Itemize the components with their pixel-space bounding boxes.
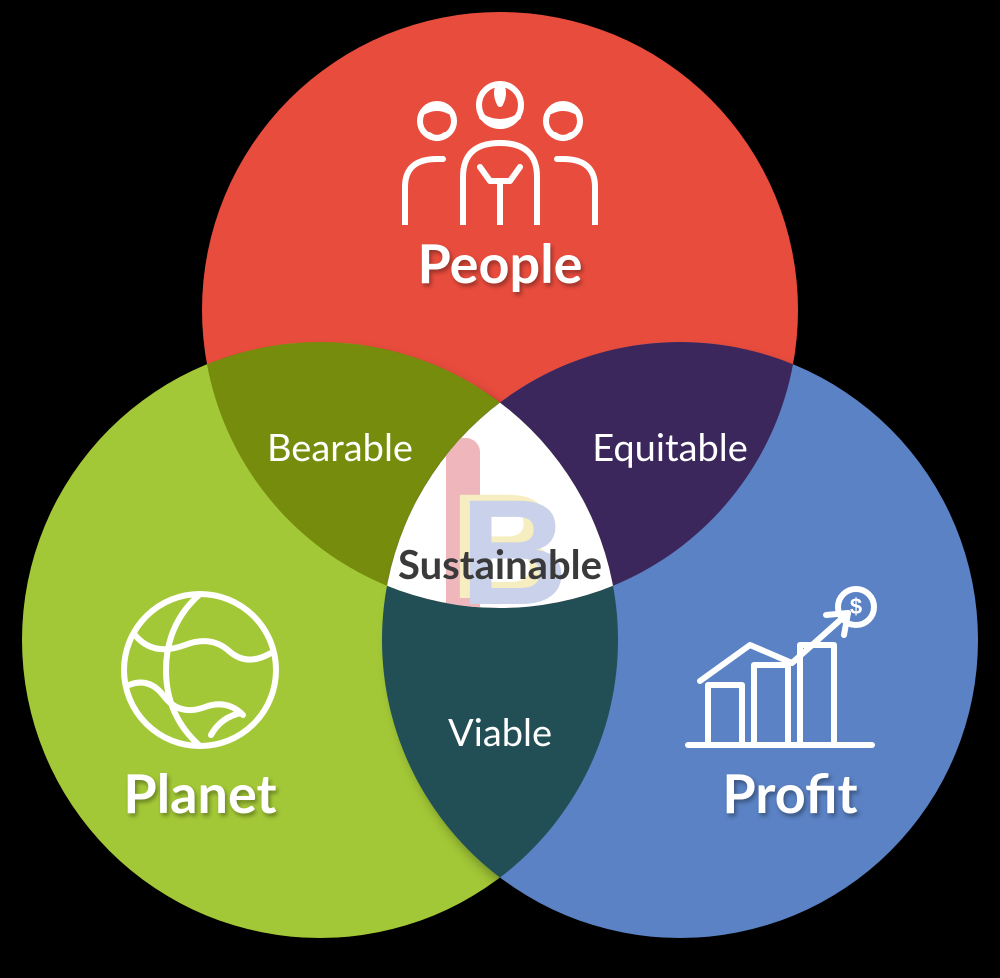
label-viable: Viable [0, 709, 1000, 755]
venn-diagram: B B [0, 0, 1000, 978]
label-equitable: Equitable [170, 424, 1000, 470]
label-people: People [0, 230, 1000, 295]
label-sustainable: Sustainable [0, 540, 1000, 588]
label-profit: Profit [290, 760, 1000, 825]
svg-text:$: $ [850, 594, 862, 619]
people-group-icon [385, 75, 615, 225]
